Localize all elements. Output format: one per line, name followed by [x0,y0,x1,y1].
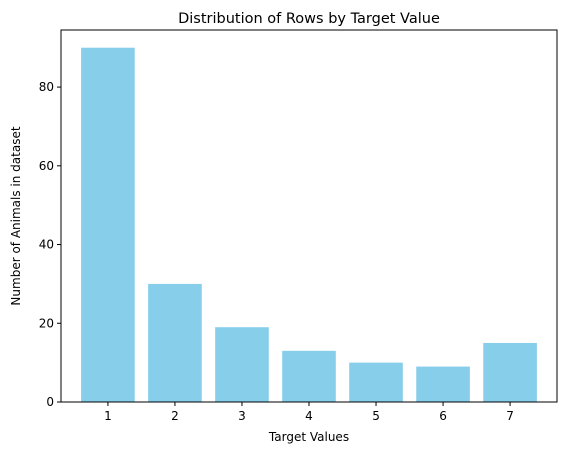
x-axis-label: Target Values [268,430,349,444]
x-axis-ticks: 1 2 3 4 5 6 7 [104,402,514,423]
bar-7 [483,342,537,402]
bars-group [81,47,537,402]
bar-4 [282,350,336,402]
y-axis-ticks: 0 20 40 60 80 [39,80,61,409]
x-tick-label-5: 5 [372,409,380,423]
y-tick-label-60: 60 [39,159,54,173]
plot-frame [60,29,558,403]
x-tick-label-1: 1 [104,409,112,423]
bar-2 [148,283,202,402]
x-tick-label-4: 4 [305,409,313,423]
y-tick-label-0: 0 [46,395,54,409]
x-tick-label-2: 2 [171,409,179,423]
bar-3 [215,327,269,402]
chart-title: Distribution of Rows by Target Value [178,11,440,27]
y-tick-label-80: 80 [39,80,54,94]
x-tick-label-6: 6 [439,409,447,423]
bar-6 [416,366,470,402]
y-axis-label: Number of Animals in dataset [9,126,23,305]
bar-1 [81,47,135,402]
y-tick-label-20: 20 [39,316,54,330]
x-tick-label-3: 3 [238,409,246,423]
x-tick-label-7: 7 [506,409,514,423]
y-tick-label-40: 40 [39,238,54,252]
bar-5 [349,362,403,402]
